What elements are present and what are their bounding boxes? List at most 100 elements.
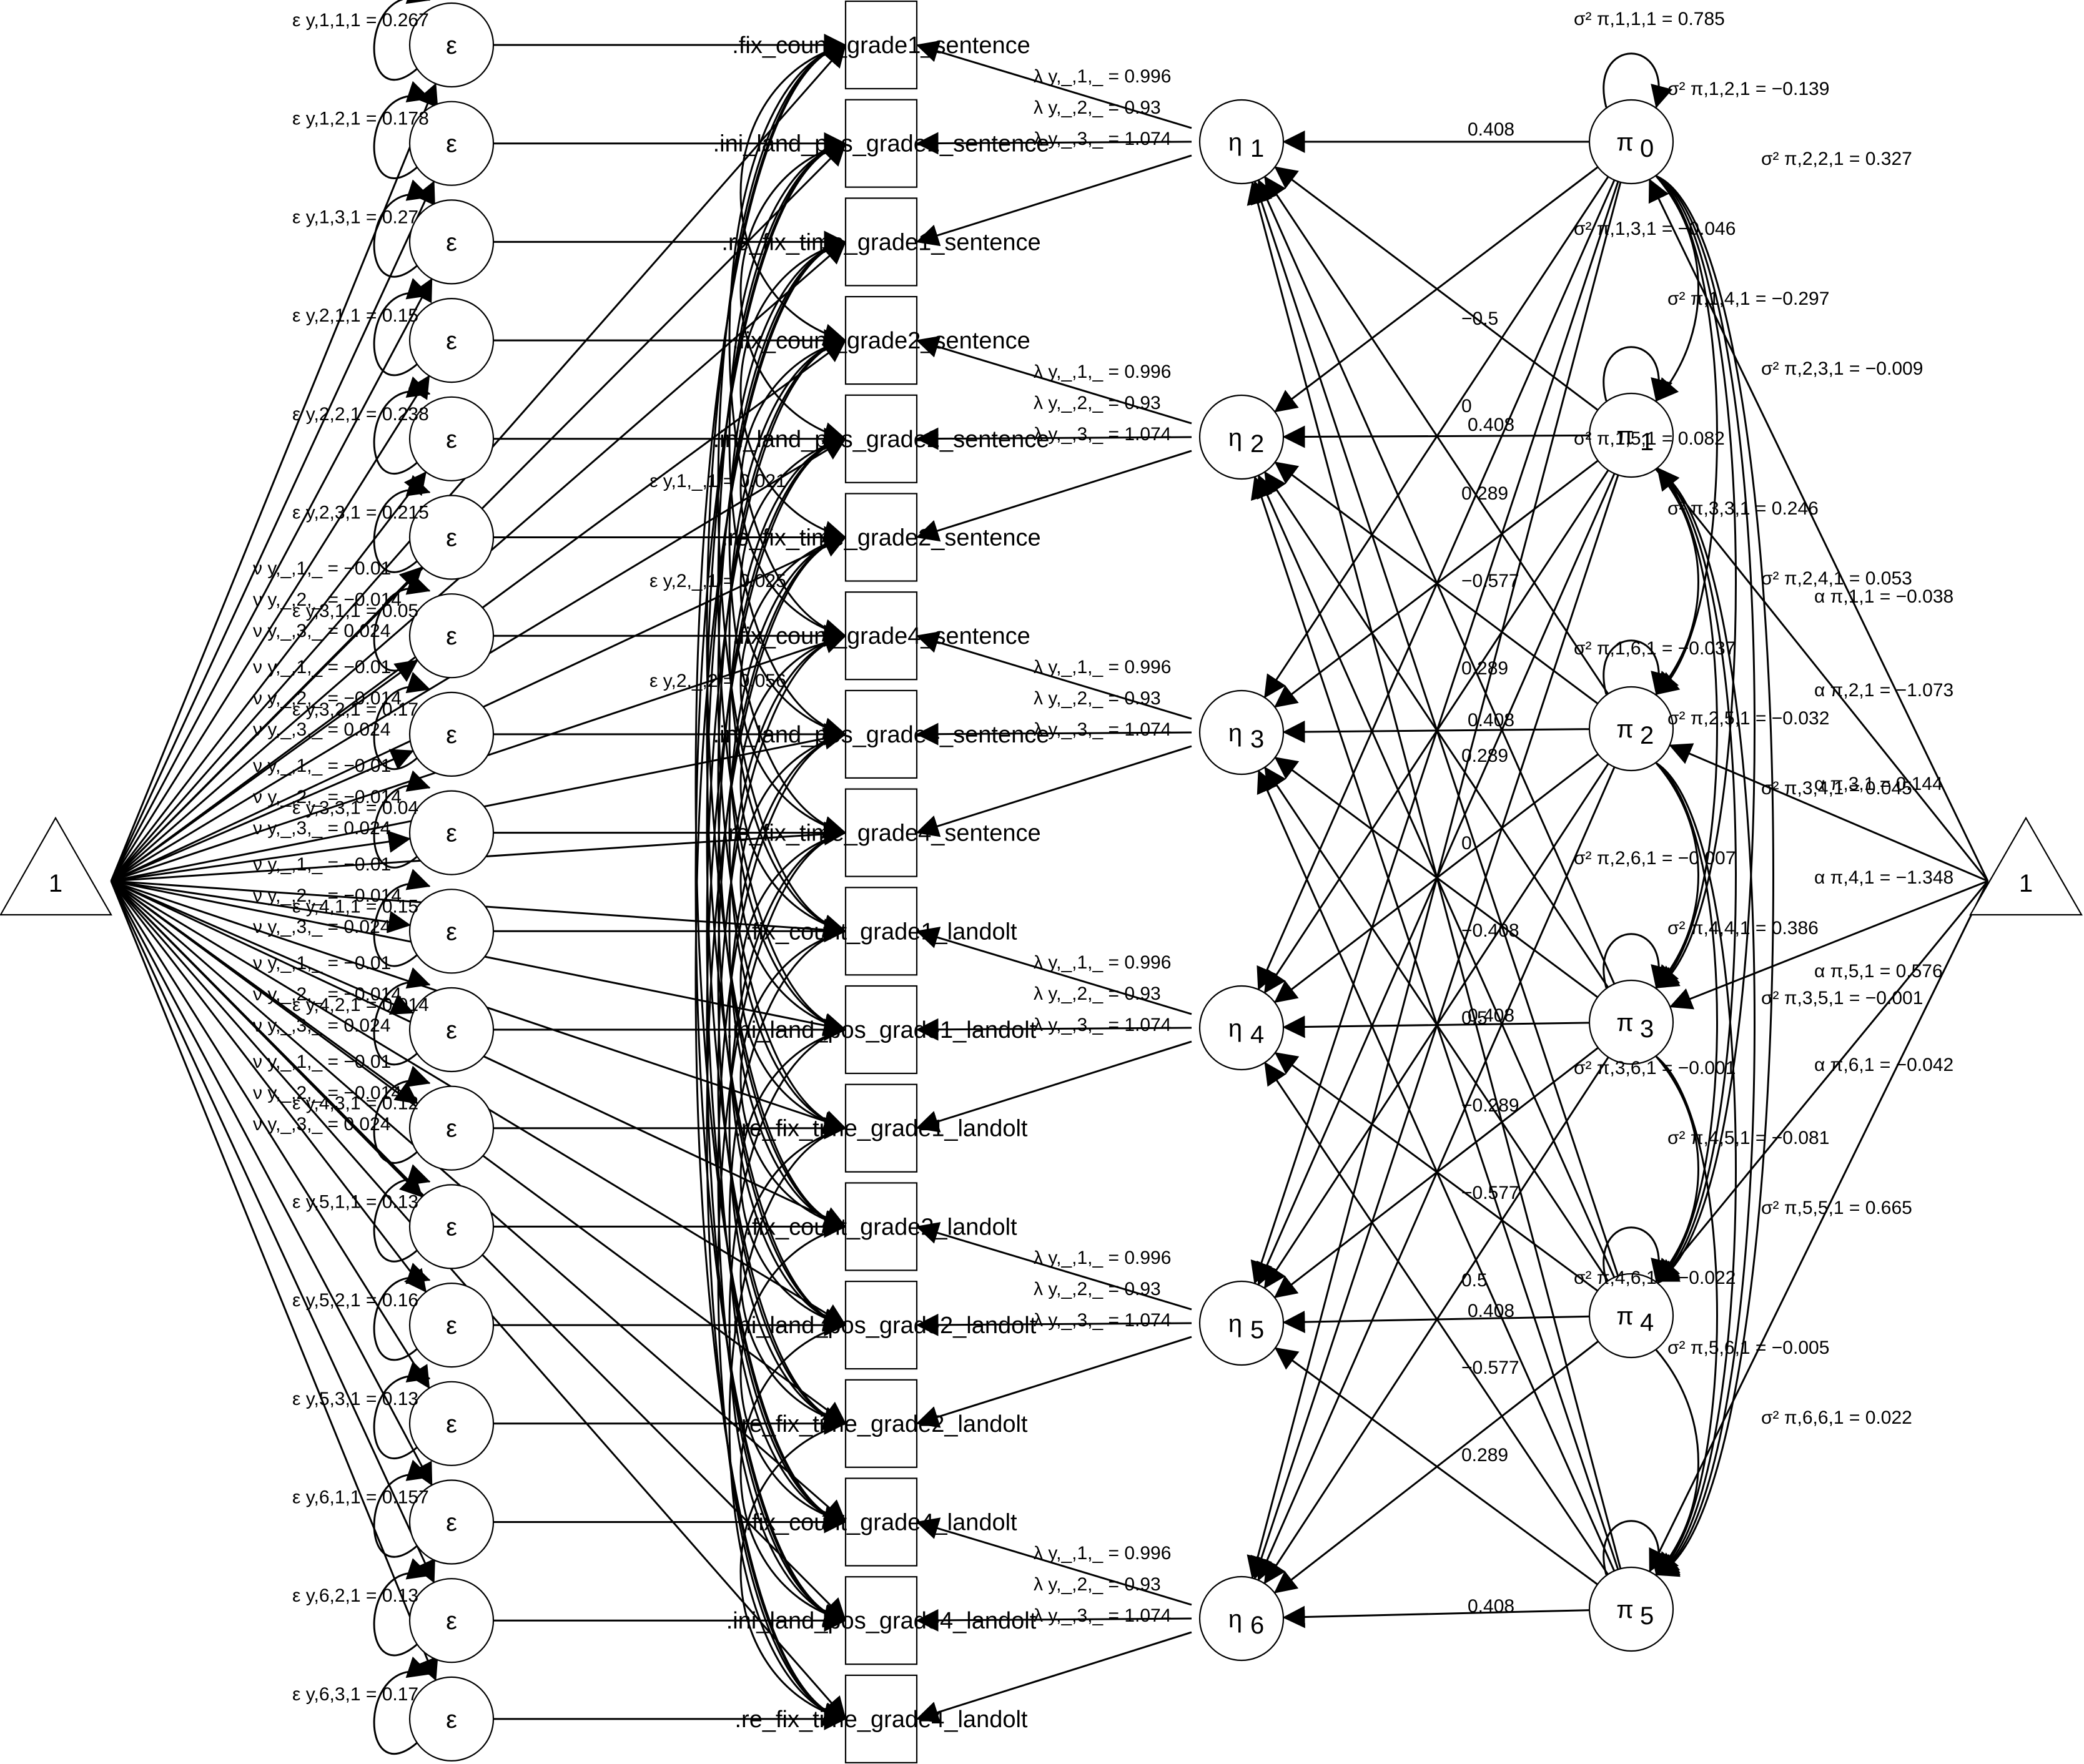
error-variance-label: ε y,5,3,1 = 0.13 (292, 1389, 418, 1409)
intercept-path (110, 180, 435, 882)
residual-covariance (739, 339, 847, 641)
intercept-estimate-label: ν y,_,1,_ = −0.01 (253, 953, 391, 973)
residual-covariance (739, 1422, 847, 1725)
intercept-path (111, 830, 412, 882)
error-variance-label: ε y,6,1,1 = 0.157 (292, 1487, 429, 1508)
observed-node: .ini_land_pos_grade1_landolt (726, 985, 1037, 1075)
loading-path (916, 40, 1192, 129)
growth-loading-label: −0.5 (1461, 308, 1498, 329)
residual-covariance-label: ε y,2,_,1 = 0.025 (649, 571, 786, 591)
factor-covariance (1655, 762, 1737, 1576)
observed-label: .ini_land_pos_grade2_sentence (713, 426, 1050, 453)
factor-covariance-label: σ² π,2,5,1 = −0.032 (1667, 708, 1829, 729)
loading-path (916, 1040, 1192, 1133)
observed-node: .fix_count_grade2_sentence (732, 296, 1030, 385)
growth-loading-label: −0.577 (1461, 1183, 1519, 1203)
error-node: ε (408, 889, 495, 974)
residual-covariance (717, 634, 847, 1529)
pi-subscript: 1 (1640, 428, 1654, 456)
residual-covariance (728, 1127, 847, 1725)
error-label: ε (446, 1017, 457, 1044)
error-variance-label: ε y,5,2,1 = 0.16 (292, 1290, 418, 1311)
loading-label: λ y,_,3,_ = 1.074 (1034, 129, 1171, 149)
observed-label: .re_fix_time_grade1_landolt (735, 1116, 1028, 1142)
error-variance-label: ε y,3,2,1 = 0.17 (292, 699, 418, 720)
growth-loading-label: 0.289 (1461, 746, 1508, 766)
loading-path (916, 450, 1192, 542)
factor-covariance (1655, 1055, 1718, 1576)
intercept-estimate-label: ν y,_,2,_ = −0.014 (253, 688, 402, 709)
growth-loading-label: 0 (1461, 833, 1472, 854)
growth-loading-label: −0.289 (1461, 1095, 1519, 1116)
error-node: ε (408, 1578, 495, 1663)
error-label: ε (446, 623, 457, 650)
error-label: ε (446, 32, 457, 59)
error-label: ε (446, 1607, 457, 1635)
factor-covariance-label: σ² π,3,3,1 = 0.246 (1667, 498, 1819, 519)
pi-symbol: π (1616, 129, 1634, 156)
intercept-path (110, 880, 423, 1198)
intercept-estimate-label: ν y,_,3,_ = 0.024 (253, 621, 390, 641)
growth-loading-label: 0 (1461, 396, 1472, 416)
factor-covariance-label: σ² π,4,4,1 = 0.386 (1667, 918, 1819, 939)
residual-covariance (694, 142, 847, 1628)
error-variance-label: ε y,1,3,1 = 0.27 (292, 207, 418, 227)
pi-symbol: π (1616, 716, 1634, 743)
growth-loading-label: 0.408 (1468, 1005, 1514, 1026)
residual-covariance (717, 832, 847, 1725)
variance-loop (373, 1065, 431, 1164)
growth-path (1250, 180, 1619, 1276)
error-node: ε (408, 199, 495, 285)
intercept-path (111, 880, 412, 934)
intercept-estimate-label: ν y,_,2,_ = −0.014 (253, 885, 402, 906)
variance-loop (373, 1459, 431, 1558)
eta-symbol: η (1228, 1015, 1242, 1042)
error-node: ε (408, 1283, 495, 1368)
error-node: ε (408, 495, 495, 580)
intercept-estimate-label: ν y,_,1,_ = −0.01 (253, 657, 391, 678)
loading-path (916, 335, 1192, 425)
residual-covariance (728, 1028, 847, 1627)
loading-label: λ y,_,3,_ = 1.074 (1034, 719, 1171, 740)
factor-covariance-label: σ² π,3,4,1 = 0.045 (1761, 778, 1912, 799)
error-variance-label: ε y,1,2,1 = 0.178 (292, 109, 429, 129)
error-variance-label: ε y,6,2,1 = 0.13 (292, 1585, 418, 1606)
observed-label: .re_fix_time_grade2_landolt (735, 1411, 1028, 1437)
edge-labels: ε y,1,1,1 = 0.267 ε y,1,2,1 = 0.178 ε y,1,… (253, 9, 1953, 1705)
factor-covariance-label: σ² π,1,4,1 = −0.297 (1667, 288, 1829, 309)
variance-loop (1603, 639, 1673, 696)
variance-loop (373, 770, 431, 869)
observed-node: .fix_count_grade4_sentence (732, 591, 1030, 681)
growth-loading-label: 0.408 (1468, 415, 1514, 435)
intercept-label: 1 (49, 870, 62, 897)
loading-path (916, 745, 1192, 837)
error-label: ε (446, 426, 457, 453)
growth-loading-label: 0.289 (1461, 483, 1508, 504)
error-label: ε (446, 1115, 457, 1143)
factor-mean-label: α π,4,1 = −1.348 (1814, 867, 1953, 888)
growth-loading-label: −0.577 (1461, 571, 1519, 591)
pi-symbol: π (1616, 1009, 1634, 1037)
factor-covariance-label: σ² π,1,3,1 = −0.046 (1574, 219, 1736, 239)
loading-label: λ y,_,1,_ = 0.996 (1034, 952, 1171, 973)
factor-mean-label: α π,1,1 = −0.038 (1814, 586, 1953, 607)
observed-node: .re_fix_time_grade1_sentence (721, 197, 1041, 287)
residual-covariance (739, 536, 847, 838)
loading-label: λ y,_,2,_ = 0.93 (1034, 1279, 1161, 1299)
error-node: ε (408, 2, 495, 88)
factor-covariance (1655, 175, 1756, 1283)
loading-path (916, 1631, 1192, 1723)
factor-covariance-label: σ² π,1,1,1 = 0.785 (1574, 9, 1725, 29)
intercept-path (1657, 880, 1989, 1284)
eta-symbol: η (1228, 424, 1242, 451)
residual-covariance (728, 733, 847, 1331)
observed-node: .ini_land_pos_grade2_landolt (726, 1281, 1037, 1370)
variance-loop (373, 967, 431, 1066)
growth-loading-label: 0.408 (1468, 1596, 1514, 1617)
growth-path (1247, 181, 1622, 1569)
error-node: ε (408, 593, 495, 679)
